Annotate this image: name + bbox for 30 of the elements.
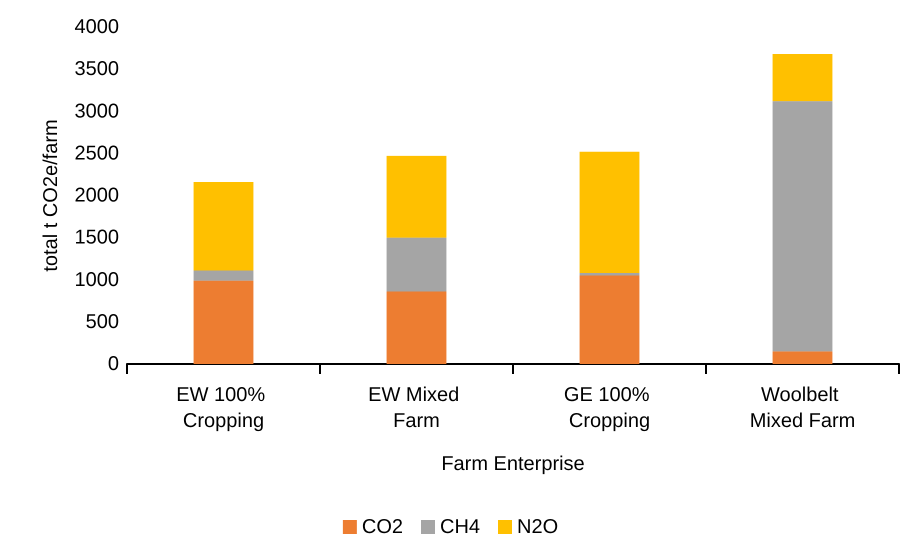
bar: [386, 156, 446, 238]
bar: [194, 270, 254, 281]
bar: [580, 152, 640, 274]
x-tick-label: GE 100% Cropping: [564, 384, 656, 432]
x-tick-label: Woolbelt Mixed Farm: [750, 384, 856, 432]
bar: [580, 273, 640, 276]
y-tick-label: 3500: [74, 58, 119, 80]
y-tick-label: 1000: [74, 268, 119, 291]
bar: [194, 182, 254, 270]
y-tick-label: 2500: [74, 142, 119, 164]
y-axis-title: total t CO2e/farm: [40, 119, 62, 272]
bar: [772, 351, 832, 364]
x-axis-title: Farm Enterprise: [441, 453, 585, 475]
bar: [580, 276, 640, 364]
bar: [772, 101, 832, 352]
legend-label: CH4: [440, 516, 480, 538]
y-tick-label: 4000: [74, 16, 119, 38]
y-tick-label: 0: [108, 353, 119, 375]
bar: [386, 292, 446, 364]
bar: [386, 238, 446, 292]
legend-label: CO2: [362, 516, 403, 538]
x-tick-label: EW Mixed Farm: [368, 384, 465, 432]
x-tick-label: EW 100% Cropping: [176, 384, 271, 432]
y-tick-label: 2000: [74, 184, 119, 206]
y-tick-label: 500: [86, 310, 119, 333]
bar: [194, 280, 254, 364]
y-tick-label: 3000: [74, 100, 119, 122]
y-tick-label: 1500: [74, 226, 119, 249]
bar: [772, 54, 832, 102]
legend-label: N2O: [517, 516, 558, 538]
